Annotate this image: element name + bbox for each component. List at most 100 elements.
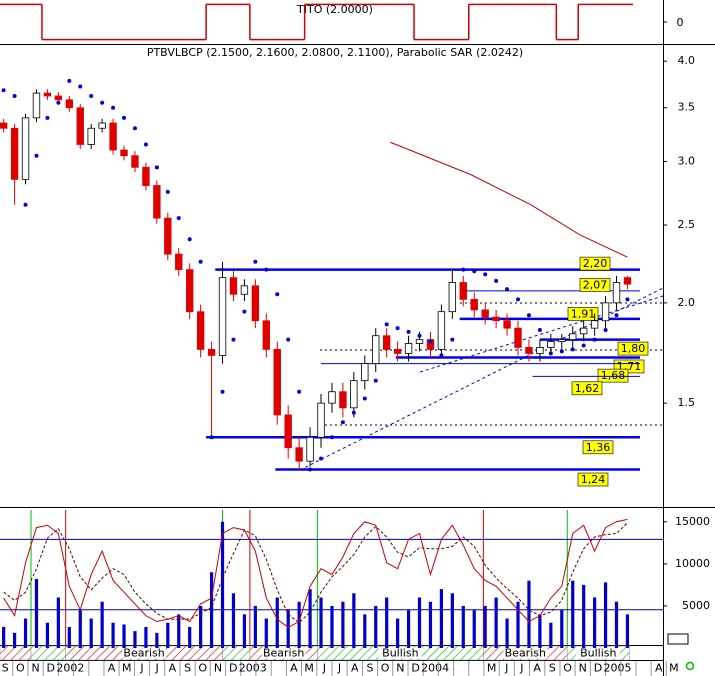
y-tick-label: 5000 [682, 599, 710, 612]
level-label: 1,36 [586, 441, 611, 454]
volume-bar [308, 589, 312, 648]
sar-dot [472, 269, 477, 274]
sar-dot [100, 100, 105, 105]
x-tick-label: D [411, 662, 419, 675]
regime-label: Bearish [123, 647, 164, 660]
volume-bar [341, 601, 345, 648]
x-tick-label: D [47, 662, 55, 675]
x-tick-label: J [337, 662, 341, 675]
volume-bar [155, 632, 159, 648]
regime-label-bg [261, 647, 306, 659]
level-label-box [567, 307, 599, 321]
candle-body [251, 285, 260, 322]
x-tick-label: D [594, 662, 602, 675]
volume-bar [23, 618, 28, 648]
level-label-box [579, 256, 611, 271]
volume-bar [45, 622, 50, 648]
candle-body [547, 341, 555, 348]
sar-dot [329, 435, 334, 440]
candle-body [328, 391, 336, 404]
x-tick-label: J [322, 662, 326, 675]
x-tick-label: J [139, 662, 143, 675]
candle-body [87, 127, 95, 145]
candle-body [350, 380, 358, 409]
volume-bar [78, 610, 82, 648]
candle-body [579, 327, 588, 335]
sar-dot [176, 216, 181, 221]
x-tick-label: J [519, 662, 523, 675]
volume-bar [199, 605, 203, 648]
y-tick-label: 10000 [675, 557, 710, 570]
y-tick-label: 4.0 [678, 54, 696, 67]
sar-dot [154, 165, 159, 170]
candle-body [142, 166, 150, 186]
indicator-title: TITO (2.0000) [296, 3, 373, 16]
candle-body [481, 309, 489, 318]
x-tick-label: S [549, 662, 556, 675]
sar-dot [450, 337, 455, 342]
sar-dot [34, 153, 39, 158]
regime-label-bg [503, 647, 548, 659]
sar-dot [373, 378, 378, 383]
sar-dot [592, 337, 597, 342]
candle-body [196, 311, 205, 350]
candle-body [601, 302, 610, 322]
x-tick-label: N [31, 662, 39, 675]
candle-body [536, 347, 544, 354]
trend-line [419, 295, 664, 373]
volume-bar [352, 593, 356, 648]
level-label: 1,80 [621, 342, 646, 355]
x-tick-label: A [108, 662, 116, 675]
y-tick-label: 2.0 [678, 296, 696, 309]
stochastic-d [3, 522, 628, 624]
volume-bar [428, 601, 433, 648]
sar-dot [340, 420, 345, 425]
x-tick-label: N [396, 662, 404, 675]
sar-dot [1, 88, 6, 93]
candle-body [306, 436, 314, 462]
candle-body [339, 391, 347, 409]
regime-band [222, 645, 251, 661]
sar-dot [362, 396, 367, 401]
candle-body [503, 320, 511, 329]
sar-dot [187, 237, 192, 242]
candle-body [393, 349, 402, 354]
level-label-box [597, 368, 629, 383]
sar-dot [461, 267, 466, 272]
sar-dot [242, 309, 247, 314]
candle-body [164, 217, 172, 255]
volume-bar [505, 618, 509, 648]
candle-body [612, 282, 621, 304]
sar-dot [614, 313, 619, 318]
sar-dot [67, 78, 72, 83]
x-tick-label: A [533, 662, 541, 675]
x-tick-label: S [367, 662, 374, 675]
sar-dot [537, 328, 542, 333]
candle-body [131, 155, 139, 168]
x-tick-label: 2004 [421, 662, 449, 675]
sar-dot [395, 326, 400, 331]
sar-dot [516, 297, 521, 302]
candle-body [448, 282, 457, 313]
sar-dot [384, 322, 389, 327]
candle-body [623, 277, 632, 285]
volume-bar [374, 605, 378, 648]
candle-body [459, 282, 467, 300]
sar-dot [417, 333, 422, 338]
y-tick-label: 0 [677, 16, 684, 29]
sar-dot [253, 259, 258, 264]
candle-body [273, 349, 281, 416]
candle-body [492, 316, 500, 322]
volume-bar [625, 614, 630, 648]
volume-bar [549, 622, 553, 648]
candle-body [558, 339, 566, 342]
candle-body [32, 92, 41, 119]
candle-body [372, 335, 380, 365]
candle-body [229, 277, 238, 295]
volume-bar [286, 610, 290, 648]
x-tick-label: J [155, 662, 159, 675]
candle-body [21, 117, 30, 180]
volume-bar [571, 580, 575, 648]
volume-bar [363, 614, 367, 648]
